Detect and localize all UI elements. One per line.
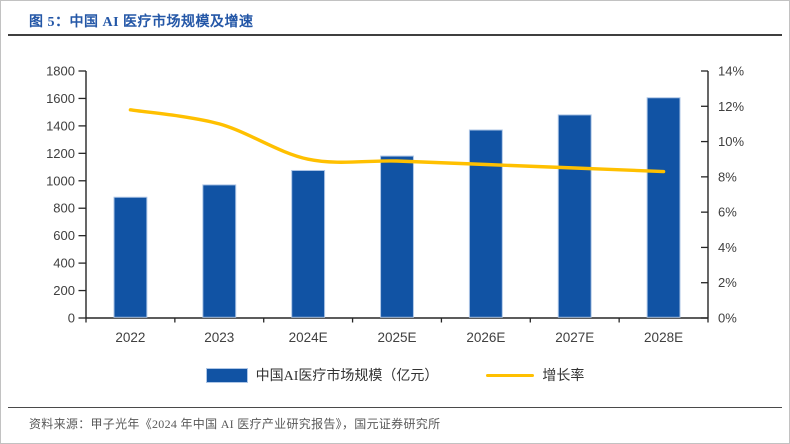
right-axis-tick-label: 2% (718, 275, 737, 290)
left-axis-tick-label: 400 (53, 256, 75, 271)
bar-2027E (557, 114, 592, 318)
chart-legend: 中国AI医疗市场规模（亿元） 增长率 (1, 365, 789, 385)
left-axis-tick-label: 1400 (46, 118, 75, 133)
title-divider (8, 34, 782, 36)
legend-label: 中国AI医疗市场规模（亿元） (255, 369, 439, 384)
right-axis-tick-label: 4% (718, 240, 737, 255)
bar-2022 (113, 196, 148, 318)
bar-2023 (202, 184, 237, 318)
legend-item-growth-rate: 增长率 (486, 365, 584, 385)
x-axis-category-label: 2023 (204, 330, 234, 345)
right-axis-tick-label: 14% (718, 64, 744, 79)
left-axis-tick-label: 1000 (46, 173, 75, 188)
x-axis-category-label: 2022 (115, 330, 145, 345)
growth-rate-line (128, 108, 666, 174)
x-axis-category-label: 2027E (555, 330, 594, 345)
left-axis-tick-label: 800 (53, 201, 75, 216)
source-divider (8, 407, 782, 408)
left-axis-tick-label: 200 (53, 283, 75, 298)
x-axis-category-label: 2024E (289, 330, 328, 345)
bar-2026E (468, 129, 503, 318)
left-axis-tick-label: 600 (53, 228, 75, 243)
left-axis-tick-label: 1800 (46, 64, 75, 79)
left-axis-tick-label: 1200 (46, 146, 75, 161)
x-axis-category-label: 2026E (466, 330, 505, 345)
left-axis-tick-label: 0 (68, 311, 75, 326)
figure-title: 图 5：中国 AI 医疗市场规模及增速 (29, 15, 254, 30)
right-axis-tick-label: 12% (718, 99, 744, 114)
x-axis-category-label: 2028E (644, 330, 683, 345)
legend-label: 增长率 (542, 369, 585, 384)
line-series-swatch (486, 373, 535, 377)
bar-2024E (291, 169, 326, 318)
left-axis-tick-label: 1600 (46, 91, 75, 106)
bar-2028E (646, 97, 681, 318)
right-axis-tick-label: 0% (718, 311, 737, 326)
legend-item-market-size: 中国AI医疗市场规模（亿元） (205, 365, 439, 385)
source-note: 资料来源：甲子光年《2024 年中国 AI 医疗产业研究报告》，国元证券研究所 (29, 417, 441, 431)
right-axis-tick-label: 6% (718, 205, 737, 220)
x-axis-category-label: 2025E (377, 330, 416, 345)
right-axis-tick-label: 10% (718, 134, 744, 149)
right-axis-tick-label: 8% (718, 169, 737, 184)
bar-series-swatch (205, 367, 248, 383)
bar-2025E (380, 155, 414, 318)
